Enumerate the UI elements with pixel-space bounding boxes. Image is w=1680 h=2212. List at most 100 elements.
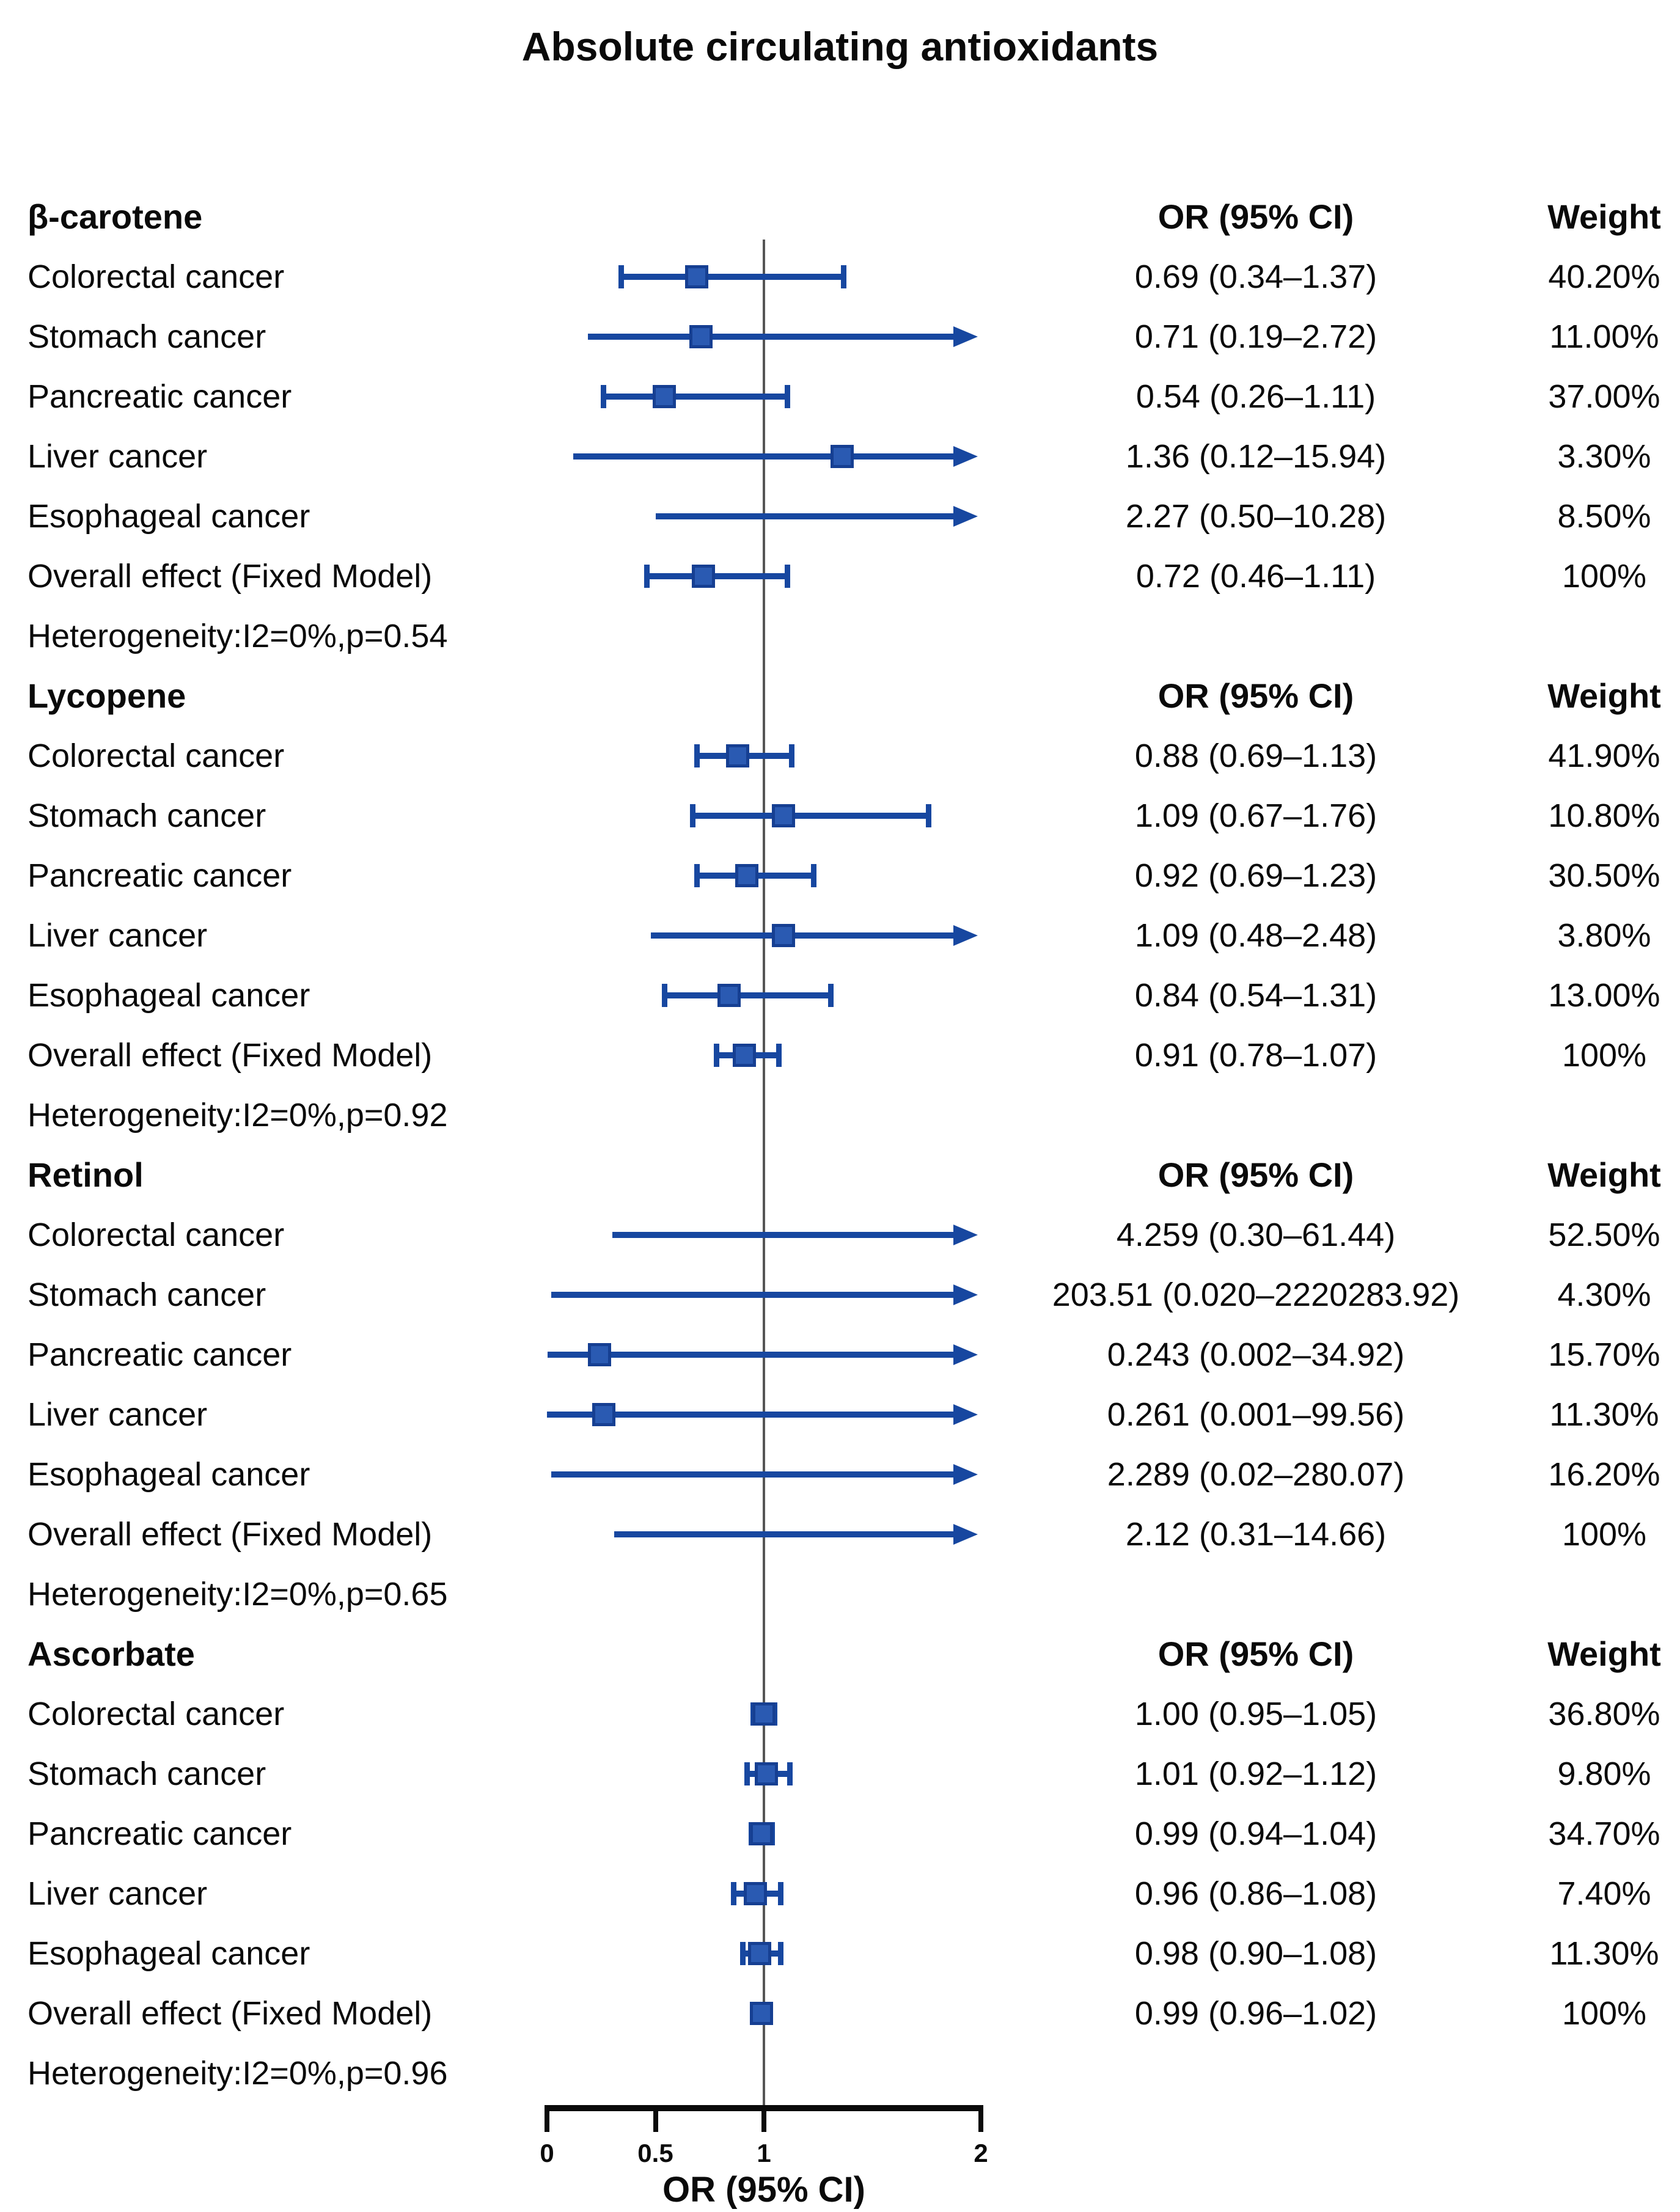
or-marker (735, 864, 758, 887)
ci-cap-right (785, 385, 791, 408)
ci-arrow-icon (953, 1344, 978, 1365)
or-marker (771, 924, 795, 947)
axis-tick-label: 1 (757, 2139, 771, 2167)
or-marker (726, 744, 750, 767)
axis-tick-label: 2 (974, 2139, 988, 2167)
row-label: Stomach cancer (28, 797, 266, 834)
weight-value: 15.70% (1548, 1336, 1660, 1373)
weight-value: 100% (1561, 1516, 1647, 1553)
row-label: Pancreatic cancer (28, 1336, 292, 1373)
weight-value: 11.30% (1549, 1396, 1659, 1433)
or-value: 2.27 (0.50–10.28) (1125, 498, 1387, 535)
or-value: 0.92 (0.69–1.23) (1134, 857, 1377, 894)
axis-tick (545, 2105, 549, 2132)
weight-value: 52.50% (1548, 1217, 1660, 1253)
section-header: Lycopene (28, 676, 186, 715)
or-value: 2.12 (0.31–14.66) (1125, 1516, 1387, 1553)
section-header: β-carotene (28, 197, 203, 236)
or-value: 1.09 (0.67–1.76) (1134, 797, 1377, 834)
ci-whisker (614, 1531, 953, 1537)
ci-cap-left (694, 864, 700, 887)
ci-whisker (551, 1292, 953, 1298)
ci-cap-left (661, 984, 667, 1007)
row-label: Esophageal cancer (28, 498, 310, 535)
ci-cap-left (713, 1044, 719, 1067)
or-marker (691, 565, 715, 588)
weight-value: 16.20% (1548, 1456, 1660, 1493)
or-value: 2.289 (0.02–280.07) (1107, 1456, 1405, 1493)
row-label: Overall effect (Fixed Model) (28, 1995, 433, 2032)
axis-tick-label: 0 (540, 2139, 554, 2167)
weight-value: 11.00% (1549, 318, 1659, 355)
or-value: 0.243 (0.002–34.92) (1107, 1336, 1405, 1373)
row-label: Stomach cancer (28, 318, 266, 355)
heterogeneity-note: Heterogeneity:I2=0%,p=0.65 (28, 1576, 448, 1613)
or-value: 0.99 (0.94–1.04) (1134, 1815, 1377, 1852)
ci-cap-right (778, 1882, 784, 1905)
row-label: Esophageal cancer (28, 1456, 310, 1493)
row-label: Pancreatic cancer (28, 1815, 292, 1852)
ci-whisker (620, 274, 845, 280)
or-value: 0.88 (0.69–1.13) (1134, 738, 1377, 774)
or-column-header: OR (95% CI) (1157, 1155, 1354, 1194)
axis-tick (653, 2105, 658, 2132)
ci-arrow-icon (953, 1524, 978, 1545)
heterogeneity-note: Heterogeneity:I2=0%,p=0.92 (28, 1097, 448, 1133)
ci-arrow-icon (953, 925, 978, 946)
ci-whisker (547, 1352, 953, 1358)
row-label: Stomach cancer (28, 1756, 266, 1792)
weight-value: 40.20% (1548, 258, 1660, 295)
ci-cap-right (776, 1044, 782, 1067)
or-marker (684, 265, 708, 288)
ci-arrow-icon (953, 506, 978, 527)
or-column-header: OR (95% CI) (1157, 197, 1354, 236)
ci-arrow-icon (953, 1284, 978, 1305)
ci-whisker (573, 453, 953, 460)
weight-value: 13.00% (1548, 977, 1660, 1014)
or-value: 1.36 (0.12–15.94) (1125, 438, 1387, 475)
ci-whisker (692, 813, 929, 819)
weight-column-header: Weight (1547, 197, 1661, 236)
ci-cap-right (785, 565, 791, 588)
or-value: 0.84 (0.54–1.31) (1134, 977, 1377, 1014)
row-label: Overall effect (Fixed Model) (28, 558, 433, 595)
weight-value: 11.30% (1549, 1935, 1659, 1972)
weight-column-header: Weight (1547, 1635, 1661, 1673)
ci-whisker (655, 513, 953, 519)
or-marker (754, 1762, 778, 1785)
ci-whisker (588, 334, 953, 340)
ci-cap-left (744, 1762, 750, 1785)
ci-cap-left (739, 1942, 746, 1965)
ci-cap-right (810, 864, 816, 887)
ci-cap-left (689, 804, 695, 827)
or-marker (733, 1044, 757, 1067)
or-value: 0.71 (0.19–2.72) (1134, 318, 1377, 355)
weight-value: 7.40% (1557, 1875, 1651, 1912)
row-label: Overall effect (Fixed Model) (28, 1516, 433, 1553)
ci-cap-right (841, 265, 847, 288)
weight-column-header: Weight (1547, 1155, 1661, 1194)
ci-cap-right (828, 984, 834, 1007)
weight-value: 3.80% (1557, 917, 1651, 954)
or-marker (747, 1942, 771, 1965)
or-marker (752, 1702, 776, 1726)
or-column-header: OR (95% CI) (1157, 676, 1354, 715)
section-header: Retinol (28, 1155, 144, 1194)
or-marker (588, 1343, 612, 1366)
or-value: 0.91 (0.78–1.07) (1134, 1037, 1377, 1074)
ci-whisker (664, 992, 832, 998)
ci-cap-left (644, 565, 650, 588)
row-label: Liver cancer (28, 1875, 208, 1912)
row-label: Stomach cancer (28, 1276, 266, 1313)
weight-value: 34.70% (1548, 1815, 1660, 1852)
ci-cap-right (925, 804, 931, 827)
row-label: Liver cancer (28, 917, 208, 954)
weight-value: 10.80% (1548, 797, 1660, 834)
or-column-header: OR (95% CI) (1157, 1635, 1354, 1673)
weight-value: 3.30% (1557, 438, 1651, 475)
or-value: 0.69 (0.34–1.37) (1134, 258, 1377, 295)
row-label: Colorectal cancer (28, 738, 285, 774)
row-label: Colorectal cancer (28, 1696, 285, 1732)
ci-arrow-icon (953, 326, 978, 347)
